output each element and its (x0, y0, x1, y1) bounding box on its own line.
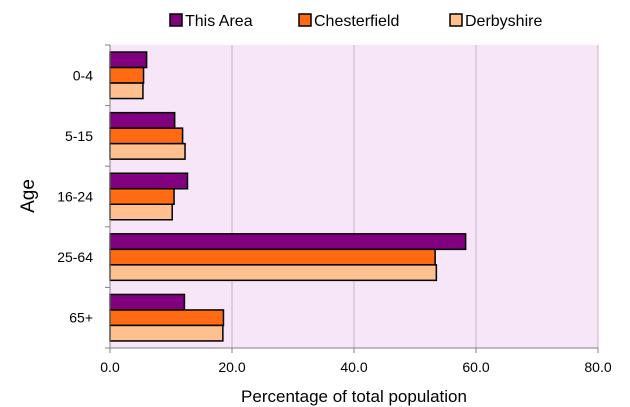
legend: This Area Chesterfield Derbyshire (169, 13, 542, 30)
bar-chesterfield-16-24 (109, 188, 175, 205)
x-tick-label: 20.0 (218, 359, 245, 375)
x-tick-label: 40.0 (340, 359, 367, 375)
x-tick-label: 80.0 (584, 359, 611, 375)
bar-chesterfield-5-15 (109, 127, 184, 145)
x-axis-title: Percentage of total population (241, 387, 467, 406)
y-tick-label: 65+ (69, 310, 93, 326)
y-tick-label: 0-4 (73, 67, 93, 83)
legend-label: This Area (185, 13, 253, 30)
bar-this-area-0-4 (109, 51, 148, 69)
y-tick-label: 25-64 (57, 249, 93, 265)
bar-this-area-5-15 (109, 111, 176, 129)
bar-this-area-65+ (109, 293, 186, 311)
legend-swatch (169, 13, 183, 27)
y-tick-label: 16-24 (57, 189, 93, 205)
bar-this-area-16-24 (109, 172, 189, 190)
bar-this-area-25-64 (109, 233, 467, 251)
y-tick-label: 5-15 (65, 128, 93, 144)
bar-derbyshire-0-4 (109, 82, 144, 100)
bar-chesterfield-65+ (109, 309, 225, 327)
bar-chesterfield-0-4 (109, 66, 145, 84)
bar-derbyshire-5-15 (109, 142, 186, 160)
legend-swatch (449, 13, 463, 27)
bar-derbyshire-16-24 (109, 203, 173, 221)
y-axis-ticks: 0-4 5-15 16-24 25-64 65+ (57, 44, 110, 349)
y-axis-title: Age (18, 179, 39, 213)
bar-derbyshire-25-64 (109, 264, 438, 282)
bar-derbyshire-65+ (109, 324, 224, 342)
x-tick-label: 60.0 (462, 359, 489, 375)
gridlines (231, 45, 599, 348)
bar-chesterfield-25-64 (109, 248, 436, 266)
legend-label: Derbyshire (465, 13, 542, 30)
x-tick-label: 0.0 (100, 359, 120, 375)
legend-swatch (298, 13, 312, 27)
legend-label: Chesterfield (314, 13, 399, 30)
x-axis-ticks: 0.0 20.0 40.0 60.0 80.0 (100, 348, 612, 375)
